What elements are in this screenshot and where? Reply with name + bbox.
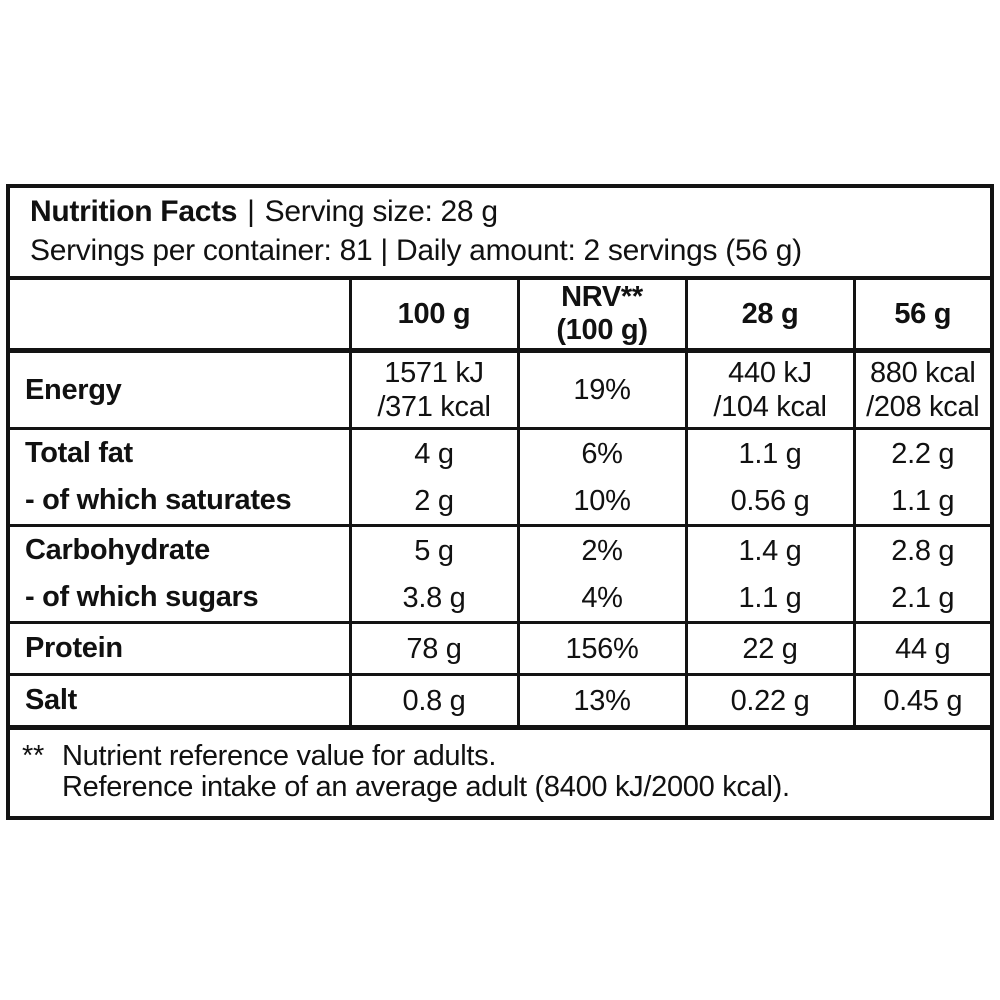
- value-nrv: 156%: [516, 621, 686, 675]
- footnote-line-1: Nutrient reference value for adults.: [62, 740, 497, 772]
- footnote-line-2: Reference intake of an average adult (84…: [62, 771, 790, 803]
- column-header-row: 100 g NRV** (100 g) 28 g 56 g: [10, 280, 990, 353]
- value-28g: 1.1 g: [684, 574, 854, 623]
- value-56g: 44 g: [852, 621, 990, 675]
- value-nrv: 4%: [516, 574, 686, 623]
- value-28g: 440 kJ /104 kcal: [684, 350, 854, 429]
- value-100g: 2 g: [348, 477, 518, 526]
- nutrition-facts-panel: Nutrition Facts | Serving size: 28 g Servi…: [6, 184, 994, 820]
- table-row-protein: Protein 78 g 156% 22 g 44 g: [10, 621, 990, 675]
- value-28g: 0.22 g: [684, 673, 854, 725]
- value-56g: 0.45 g: [852, 673, 990, 725]
- col-header-100g: 100 g: [348, 280, 518, 353]
- value-100g: 5 g: [348, 524, 518, 574]
- nutrition-facts-title: Nutrition Facts: [30, 195, 238, 228]
- value-56g: 2.8 g: [852, 524, 990, 574]
- value-56g: 1.1 g: [852, 477, 990, 526]
- table-row-energy: Energy 1571 kJ /371 kcal 19% 440 kJ /104…: [10, 350, 990, 429]
- col-header-56g: 56 g: [852, 280, 990, 353]
- value-28g: 1.4 g: [684, 524, 854, 574]
- value-nrv: 10%: [516, 477, 686, 526]
- value-100g: 78 g: [348, 621, 518, 675]
- row-label: Protein: [10, 621, 350, 675]
- header-line-2: Servings per container: 81 | Daily amoun…: [30, 234, 802, 267]
- value-56g: 2.2 g: [852, 427, 990, 477]
- footnote: ** Nutrient reference value for adults. …: [10, 725, 990, 816]
- row-label: Carbohydrate: [10, 524, 350, 574]
- row-label: Energy: [25, 373, 122, 406]
- value-nrv: 13%: [516, 673, 686, 725]
- table-row-salt: Salt 0.8 g 13% 0.22 g 0.45 g: [10, 673, 990, 725]
- value-100g: 4 g: [348, 427, 518, 477]
- value-100g: 1571 kJ /371 kcal: [348, 350, 518, 429]
- panel-header: Nutrition Facts | Serving size: 28 g Servi…: [10, 188, 990, 280]
- value-56g: 880 kcal /208 kcal: [852, 350, 990, 429]
- col-header-28g: 28 g: [684, 280, 854, 353]
- nutrition-table: 100 g NRV** (100 g) 28 g 56 g Energy 157…: [10, 280, 990, 725]
- row-label: Total fat: [10, 427, 350, 477]
- row-label: - of which sugars: [25, 581, 259, 613]
- table-row-total-fat: Total fat 4 g 6% 1.1 g 2.2 g: [10, 427, 990, 477]
- value-nrv: 19%: [516, 350, 686, 429]
- value-nrv: 2%: [516, 524, 686, 574]
- footnote-marker: **: [22, 740, 44, 772]
- row-label: - of which saturates: [25, 484, 292, 516]
- value-28g: 1.1 g: [684, 427, 854, 477]
- col-header-empty: [10, 280, 350, 353]
- header-line-1: Nutrition Facts | Serving size: 28 g: [30, 192, 978, 231]
- row-label: Salt: [10, 673, 350, 725]
- header-separator: |: [247, 195, 255, 228]
- col-header-nrv: NRV** (100 g): [516, 280, 686, 353]
- value-nrv: 6%: [516, 427, 686, 477]
- value-100g: 0.8 g: [348, 673, 518, 725]
- footnote-lines: Nutrient reference value for adults. Ref…: [62, 741, 980, 803]
- serving-size-text: Serving size: 28 g: [264, 195, 498, 228]
- value-100g: 3.8 g: [348, 574, 518, 623]
- value-28g: 0.56 g: [684, 477, 854, 526]
- table-row-saturates: - of which saturates 2 g 10% 0.56 g 1.1 …: [10, 477, 990, 526]
- table-row-sugars: - of which sugars 3.8 g 4% 1.1 g 2.1 g: [10, 574, 990, 623]
- value-28g: 22 g: [684, 621, 854, 675]
- value-56g: 2.1 g: [852, 574, 990, 623]
- table-row-carbohydrate: Carbohydrate 5 g 2% 1.4 g 2.8 g: [10, 524, 990, 574]
